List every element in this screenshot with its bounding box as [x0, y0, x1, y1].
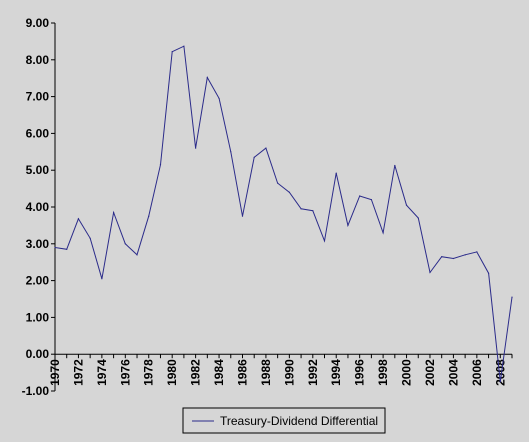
data-point	[136, 254, 138, 256]
data-point	[230, 151, 232, 153]
y-tick-label: 1.00	[26, 310, 50, 324]
series-line	[54, 45, 513, 382]
data-point	[429, 271, 431, 274]
data-point	[159, 164, 162, 166]
data-point	[183, 45, 185, 47]
y-tick-label: 8.00	[26, 53, 50, 67]
x-tick-label: 1998	[376, 359, 390, 386]
data-point	[241, 215, 244, 217]
x-tick-label: 1994	[329, 359, 343, 386]
data-point	[476, 251, 478, 253]
data-point	[441, 256, 443, 258]
data-point	[171, 51, 173, 53]
y-tick-label: 0.00	[26, 347, 50, 361]
x-tick-label: 2006	[470, 359, 484, 386]
y-tick-label: -1.00	[22, 384, 50, 398]
y-tick-label: 9.00	[26, 16, 50, 30]
data-point	[323, 240, 326, 242]
data-point	[89, 237, 91, 239]
data-point	[347, 224, 349, 226]
data-point	[277, 182, 279, 184]
data-point	[417, 217, 419, 219]
legend-box	[182, 407, 386, 434]
data-point	[452, 257, 455, 260]
x-tick-label: 2002	[423, 359, 437, 386]
y-tick-label: 7.00	[26, 90, 50, 104]
x-tick-label: 1996	[353, 359, 367, 386]
data-point	[218, 97, 220, 100]
data-point	[300, 208, 302, 210]
x-tick-label: 1990	[282, 359, 296, 386]
y-tick-label: 2.00	[26, 274, 50, 288]
x-tick-label: 2008	[493, 359, 507, 386]
legend-label: Treasury-Dividend Differential	[220, 414, 378, 428]
data-point	[370, 199, 372, 201]
x-tick-label: 1976	[118, 359, 132, 386]
data-point	[77, 218, 80, 220]
x-tick-label: 2004	[446, 359, 460, 386]
data-point	[206, 76, 208, 79]
x-tick-label: 1986	[235, 359, 249, 386]
data-point	[288, 191, 290, 193]
data-point	[359, 195, 361, 197]
legend: Treasury-Dividend Differential	[182, 407, 386, 434]
data-point	[382, 232, 384, 234]
data-point	[511, 296, 513, 298]
data-point	[112, 211, 115, 214]
x-tick-label: 1992	[306, 359, 320, 386]
x-tick-label: 1978	[142, 359, 156, 386]
y-tick-label: 3.00	[26, 237, 50, 251]
data-point	[405, 204, 408, 206]
data-point	[54, 246, 56, 249]
y-tick-label: 5.00	[26, 163, 50, 177]
y-tick-label: 4.00	[26, 200, 50, 214]
data-point	[101, 278, 103, 280]
x-tick-label: 1982	[189, 359, 203, 386]
x-tick-label: 1972	[71, 359, 85, 386]
data-point	[124, 243, 126, 245]
data-point	[253, 156, 255, 158]
data-point	[148, 215, 150, 217]
data-point	[265, 147, 267, 149]
x-tick-label: 1980	[165, 359, 179, 386]
data-point	[195, 147, 197, 149]
x-tick-label: 1974	[95, 359, 109, 386]
data-point	[312, 210, 314, 212]
data-point	[499, 381, 501, 383]
data-point	[66, 248, 68, 250]
data-point	[394, 164, 396, 167]
data-point	[335, 172, 337, 174]
x-tick-label: 1988	[259, 359, 273, 386]
data-point	[464, 254, 466, 256]
x-tick-label: 1984	[212, 359, 226, 386]
x-tick-label: 2000	[400, 359, 414, 386]
data-point	[487, 272, 490, 274]
y-tick-label: 6.00	[26, 126, 50, 140]
